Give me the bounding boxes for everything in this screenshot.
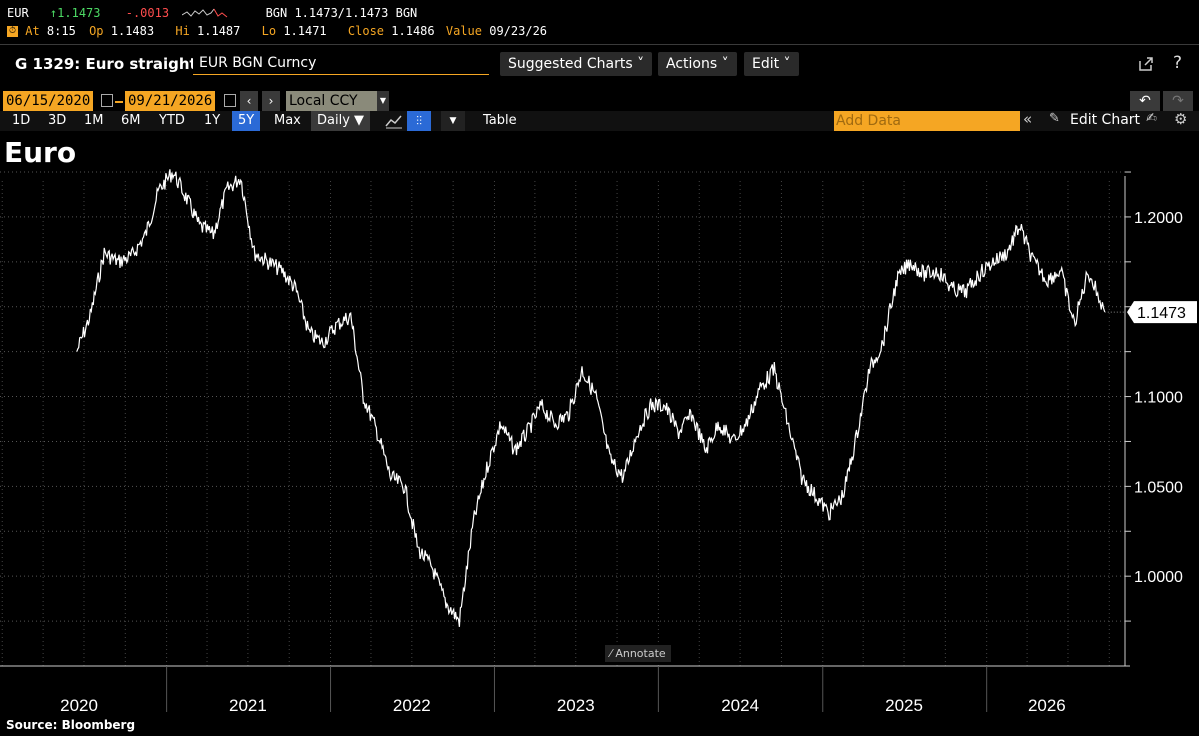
price-chart[interactable]: 1.2000 1.1000 1.0500 1.0000 2020 2021 2022 2023… bbox=[0, 141, 1199, 736]
close-value: 1.1486 bbox=[391, 24, 435, 38]
annotate-label: Annotate bbox=[615, 647, 666, 660]
x-tick-label: 2025 bbox=[885, 696, 923, 715]
table-button[interactable]: Table bbox=[477, 111, 523, 131]
x-tick-label: 2024 bbox=[721, 696, 759, 715]
open-label: Op bbox=[89, 24, 104, 38]
add-data-input[interactable]: Add Data bbox=[834, 111, 1020, 131]
range-ytd-button[interactable]: YTD bbox=[159, 113, 185, 128]
x-tick-label: 2023 bbox=[557, 696, 595, 715]
suggested-charts-button[interactable]: Suggested Charts ˅ bbox=[500, 52, 653, 76]
range-max-button[interactable]: Max bbox=[274, 113, 301, 128]
open-value: 1.1483 bbox=[110, 24, 155, 38]
source-label: Source: Bloomberg bbox=[6, 718, 136, 732]
close-label: Close bbox=[347, 24, 385, 38]
at-label: At bbox=[25, 24, 40, 38]
chart-title: Euro bbox=[4, 136, 77, 169]
at-time: 8:15 bbox=[46, 24, 76, 38]
next-period-button[interactable]: › bbox=[262, 91, 280, 111]
help-button[interactable]: ? bbox=[1173, 53, 1183, 73]
end-date-input[interactable]: 09/21/2026 bbox=[125, 91, 216, 111]
clock-icon: ⏱ bbox=[7, 26, 18, 37]
currency-select[interactable]: Local CCY bbox=[286, 91, 377, 111]
range-1d-button[interactable]: 1D bbox=[12, 113, 31, 128]
low-label: Lo bbox=[261, 24, 277, 38]
last-value-label: 1.1473 bbox=[1137, 305, 1186, 322]
price-line bbox=[76, 169, 1106, 627]
value-date: 09/23/26 bbox=[489, 24, 548, 38]
annotate-tool-icon[interactable]: ✍ bbox=[1146, 111, 1157, 126]
high-label: Hi bbox=[175, 24, 190, 38]
y-tick-label: 1.1000 bbox=[1134, 390, 1183, 407]
prev-period-button[interactable]: ‹ bbox=[240, 91, 258, 111]
collapse-icon[interactable]: « bbox=[1023, 110, 1033, 128]
page-title: G 1329: Euro straight bbox=[15, 55, 197, 73]
calendar-icon[interactable] bbox=[224, 94, 236, 107]
range-1y-button[interactable]: 1Y bbox=[204, 113, 221, 128]
value-label: Value bbox=[445, 24, 482, 38]
security-input[interactable]: EUR BGN Curncy bbox=[193, 52, 489, 75]
range-3d-button[interactable]: 3D bbox=[48, 113, 67, 128]
bid-ask: BGN 1.1473/1.1473 BGN bbox=[265, 6, 418, 20]
edit-button[interactable]: Edit ˅ bbox=[744, 52, 799, 76]
ticker-row: EUR ↑1.1473 -.0013 BGN 1.1473/1.1473 BGN bbox=[7, 6, 417, 21]
chevron-down-icon[interactable]: ▼ bbox=[377, 91, 389, 111]
chevron-down-icon[interactable]: ▼ bbox=[441, 111, 465, 131]
high-value: 1.1487 bbox=[197, 24, 241, 38]
bar-chart-icon[interactable]: ⫶⫶ bbox=[407, 111, 431, 131]
edit-chart-button[interactable]: Edit Chart bbox=[1070, 112, 1141, 128]
x-tick-label: 2021 bbox=[229, 696, 267, 715]
start-date-input[interactable]: 06/15/2020 bbox=[3, 91, 94, 111]
annotate-button[interactable]: ⁄ Annotate bbox=[605, 645, 671, 662]
sparkline-icon bbox=[182, 8, 228, 17]
x-tick-label: 2022 bbox=[393, 696, 431, 715]
ticker-detail-row: ⏱ At 8:15 Op 1.1483 Hi 1.1487 Lo 1.1471 … bbox=[7, 24, 547, 38]
y-tick-label: 1.0500 bbox=[1134, 479, 1183, 496]
undo-button[interactable]: ↶ bbox=[1130, 91, 1160, 111]
last-value-badge bbox=[1127, 301, 1197, 324]
y-tick-label: 1.2000 bbox=[1134, 210, 1183, 227]
export-icon[interactable] bbox=[1137, 55, 1155, 73]
calendar-icon[interactable] bbox=[101, 94, 113, 107]
redo-button[interactable]: ↷ bbox=[1163, 91, 1193, 111]
x-tick-label: 2020 bbox=[60, 696, 98, 715]
y-tick-label: 1.0000 bbox=[1134, 569, 1183, 586]
range-5y-button[interactable]: 5Y bbox=[232, 111, 261, 131]
ticker-symbol: EUR bbox=[7, 6, 29, 20]
pencil-icon: ⁄ bbox=[610, 647, 612, 660]
low-value: 1.1471 bbox=[283, 24, 327, 38]
range-6m-button[interactable]: 6M bbox=[121, 113, 141, 128]
gear-icon[interactable]: ⚙ bbox=[1174, 110, 1188, 128]
last-price: ↑1.1473 bbox=[49, 6, 101, 20]
x-tick-label: 2026 bbox=[1028, 696, 1066, 715]
actions-button[interactable]: Actions ˅ bbox=[658, 52, 737, 76]
price-change: -.0013 bbox=[125, 6, 170, 20]
line-chart-icon[interactable] bbox=[385, 113, 403, 129]
range-1m-button[interactable]: 1M bbox=[84, 113, 104, 128]
date-dash bbox=[115, 101, 123, 103]
divider bbox=[0, 44, 1199, 45]
frequency-select[interactable]: Daily ▼ bbox=[311, 111, 371, 131]
pencil-icon: ✎ bbox=[1049, 111, 1060, 126]
